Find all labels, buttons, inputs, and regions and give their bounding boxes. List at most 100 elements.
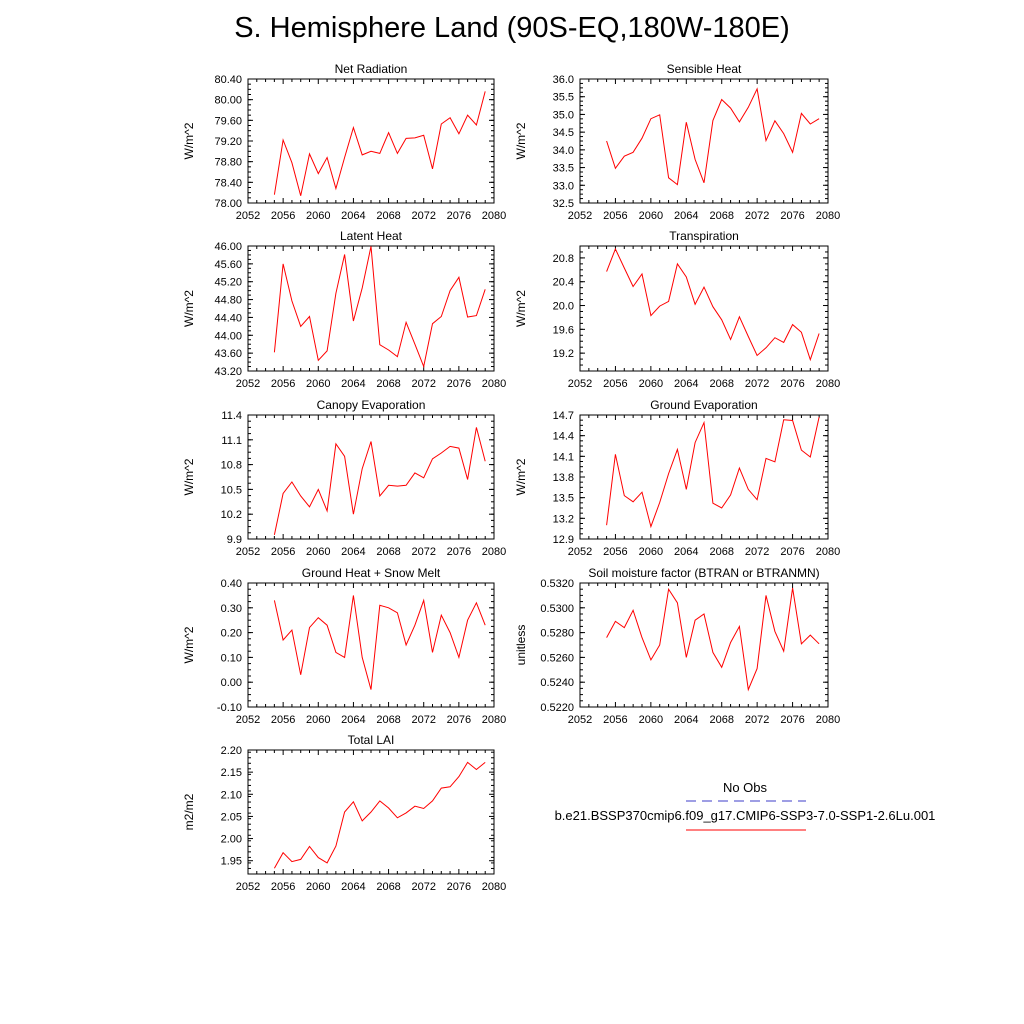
x-tick-label: 2072 xyxy=(745,714,769,726)
x-tick-label: 2064 xyxy=(674,714,698,726)
x-tick-label: 2080 xyxy=(482,714,506,726)
y-tick-label: 43.20 xyxy=(214,366,242,378)
x-tick-label: 2064 xyxy=(341,546,365,558)
y-tick-label: 44.40 xyxy=(214,312,242,324)
y-tick-label: 13.5 xyxy=(553,493,574,505)
plot-frame xyxy=(247,245,495,372)
x-tick-label: 2060 xyxy=(306,210,330,222)
x-tick-label: 2052 xyxy=(236,378,260,390)
page-title: S. Hemisphere Land (90S-EQ,180W-180E) xyxy=(234,12,790,44)
y-tick-label: 35.5 xyxy=(553,92,574,104)
x-tick-label: 2064 xyxy=(341,210,365,222)
x-tick-label: 2076 xyxy=(447,378,471,390)
y-tick-label: 79.20 xyxy=(214,136,242,148)
chart-panel-9: Total LAI m2/m2 2052 2056 2060 2064 2068 2072 20… xyxy=(182,733,506,893)
plot-frame xyxy=(579,245,829,372)
x-tick-label: 2052 xyxy=(568,546,592,558)
x-tick-label: 2076 xyxy=(780,546,804,558)
y-tick-label: 34.0 xyxy=(553,145,574,157)
x-tick-label: 2068 xyxy=(709,378,733,390)
y-axis-label: W/m^2 xyxy=(514,290,528,327)
x-tick-label: 2068 xyxy=(376,546,400,558)
series-line-1 xyxy=(273,246,486,369)
x-tick-label: 2056 xyxy=(603,378,627,390)
chart-title: Transpiration xyxy=(669,229,739,243)
x-tick-label: 2072 xyxy=(411,546,435,558)
y-tick-label: 19.2 xyxy=(553,348,574,360)
y-tick-label: 34.5 xyxy=(553,127,574,139)
y-axis-label: W/m^2 xyxy=(514,458,528,495)
x-tick-label: 2076 xyxy=(447,881,471,893)
x-tick-label: 2052 xyxy=(236,546,260,558)
y-axis-label: W/m^2 xyxy=(182,122,196,159)
x-tick-label: 2068 xyxy=(709,210,733,222)
y-tick-label: 10.2 xyxy=(221,509,242,521)
y-tick-label: -0.10 xyxy=(217,702,242,714)
x-tick-label: 2068 xyxy=(376,881,400,893)
y-axis-label: m2/m2 xyxy=(182,793,196,830)
x-tick-label: 2052 xyxy=(236,714,260,726)
x-tick-label: 2060 xyxy=(306,714,330,726)
y-tick-label: 0.5320 xyxy=(540,578,574,590)
chart-title: Sensible Heat xyxy=(667,62,742,76)
y-axis-label: unitless xyxy=(514,625,528,666)
x-tick-label: 2060 xyxy=(639,546,663,558)
y-tick-label: 78.40 xyxy=(214,177,242,189)
x-tick-label: 2064 xyxy=(341,881,365,893)
y-tick-label: 0.40 xyxy=(221,578,242,590)
x-tick-label: 2080 xyxy=(482,881,506,893)
y-tick-label: 0.5220 xyxy=(540,702,574,714)
x-tick-label: 2056 xyxy=(271,546,295,558)
chart-title: Ground Evaporation xyxy=(650,398,757,412)
plot-frame xyxy=(579,78,829,204)
x-tick-label: 2080 xyxy=(816,210,840,222)
plot-frame xyxy=(579,414,829,540)
y-tick-label: 35.0 xyxy=(553,109,574,121)
y-tick-label: 79.60 xyxy=(214,115,242,127)
x-tick-label: 2068 xyxy=(709,714,733,726)
y-axis-label: W/m^2 xyxy=(182,290,196,327)
y-tick-label: 19.6 xyxy=(553,324,574,336)
series-line-1 xyxy=(273,427,486,536)
y-axis-label: W/m^2 xyxy=(182,458,196,495)
x-tick-label: 2076 xyxy=(780,378,804,390)
y-tick-label: 13.2 xyxy=(553,513,574,525)
y-tick-label: 0.5280 xyxy=(540,628,574,640)
x-tick-label: 2076 xyxy=(447,546,471,558)
y-tick-label: 14.1 xyxy=(553,451,574,463)
y-tick-label: 2.00 xyxy=(221,834,242,846)
x-tick-label: 2052 xyxy=(568,378,592,390)
y-tick-label: 0.5260 xyxy=(540,652,574,664)
x-tick-label: 2060 xyxy=(306,881,330,893)
x-tick-label: 2060 xyxy=(306,378,330,390)
series-line-1 xyxy=(606,587,820,692)
x-tick-label: 2064 xyxy=(674,378,698,390)
chart-title: Latent Heat xyxy=(340,229,403,243)
x-tick-label: 2076 xyxy=(447,714,471,726)
series-line-1 xyxy=(606,247,820,362)
chart-panel-4: Transpiration W/m^2 2052 2056 2060 2064 2068 20… xyxy=(514,229,840,390)
y-tick-label: 44.80 xyxy=(214,295,242,307)
y-tick-label: 46.00 xyxy=(214,241,242,253)
y-tick-label: 0.10 xyxy=(221,652,242,664)
y-tick-label: 78.80 xyxy=(214,157,242,169)
chart-panel-6: Ground Evaporation W/m^2 2052 2056 2060 2064 2… xyxy=(514,398,840,558)
y-tick-label: 2.15 xyxy=(221,767,242,779)
x-tick-label: 2064 xyxy=(674,546,698,558)
x-tick-label: 2080 xyxy=(816,378,840,390)
x-tick-label: 2068 xyxy=(376,378,400,390)
y-tick-label: 2.20 xyxy=(221,745,242,757)
chart-panel-8: Soil moisture factor (BTRAN or BTRANMN) u… xyxy=(514,566,840,726)
y-tick-label: 2.10 xyxy=(221,789,242,801)
chart-title: Total LAI xyxy=(348,733,395,747)
y-tick-label: 0.20 xyxy=(221,628,242,640)
x-tick-label: 2056 xyxy=(603,546,627,558)
y-tick-label: 14.7 xyxy=(553,410,574,422)
x-tick-label: 2052 xyxy=(568,210,592,222)
y-tick-label: 1.95 xyxy=(221,856,242,868)
chart-panel-7: Ground Heat + Snow Melt W/m^2 2052 2056 2060… xyxy=(182,566,506,726)
x-tick-label: 2080 xyxy=(482,210,506,222)
y-tick-label: 9.9 xyxy=(227,534,242,546)
chart-panel-2: Sensible Heat W/m^2 2052 2056 2060 2064 2068 20… xyxy=(514,62,840,222)
